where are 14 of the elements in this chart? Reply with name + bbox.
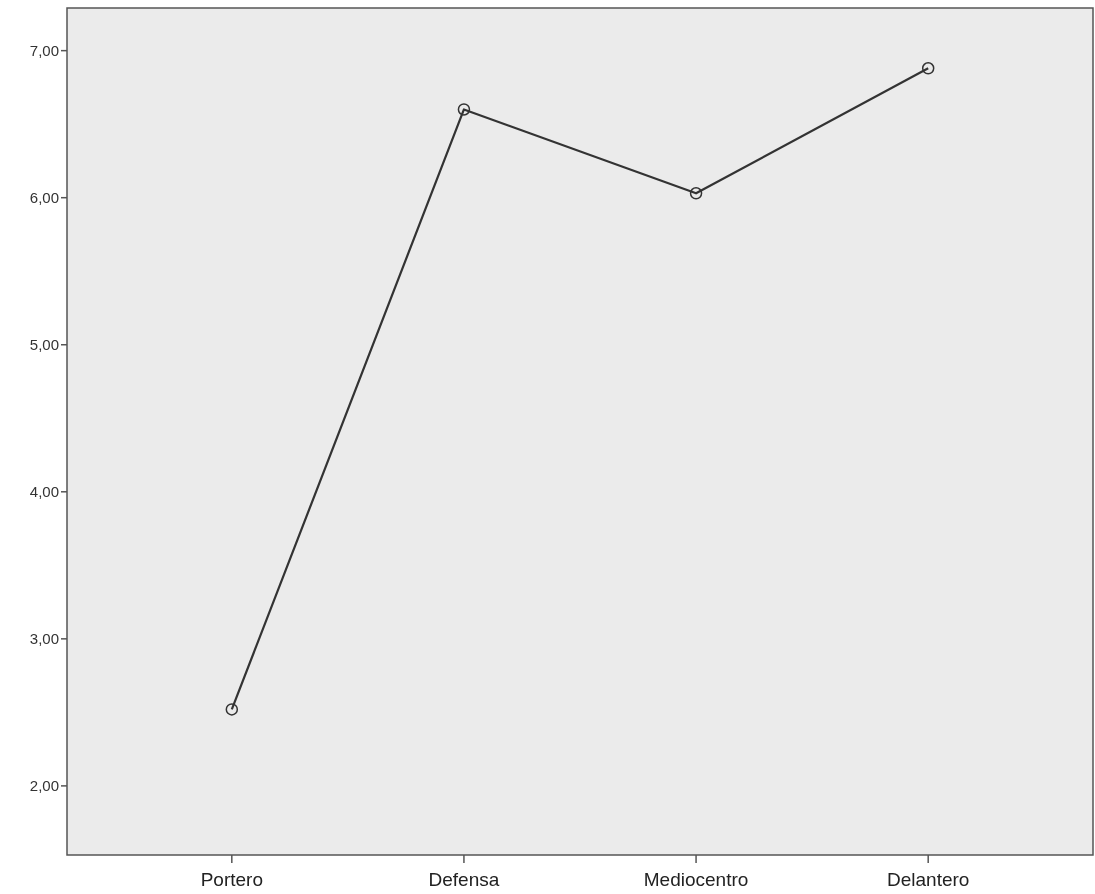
point (689, 187, 703, 200)
point (457, 103, 471, 116)
x-tick-label: Delantero (886, 869, 970, 890)
point (921, 62, 935, 75)
y-tick-label: 6,00 (29, 188, 59, 206)
y-tick-label: 5,00 (29, 335, 59, 353)
x-tick-label: Defensa (428, 869, 500, 890)
x-tick-label: Portero (200, 869, 263, 890)
y-tick-label: 7,00 (29, 41, 59, 59)
y-tick-label: 4,00 (29, 483, 59, 501)
y-tick-label: 3,00 (29, 630, 59, 648)
y-tick-label: 2,00 (29, 777, 59, 795)
x-tick-label: Mediocentro (643, 869, 749, 890)
point (225, 703, 239, 716)
